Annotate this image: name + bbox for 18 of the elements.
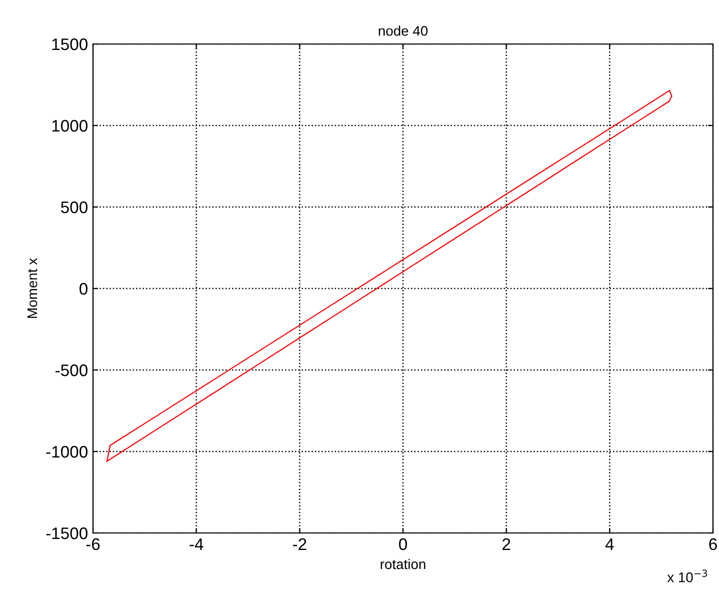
- x-tick-label: -6: [86, 538, 100, 550]
- y-tick-label: -500: [56, 364, 88, 376]
- x-tick-label: -4: [190, 538, 204, 550]
- y-tick-label: 1000: [52, 120, 88, 132]
- x-tick-label: 6: [709, 538, 717, 550]
- y-tick-label: 0: [80, 282, 88, 295]
- x-tick-label: 4: [605, 538, 614, 550]
- x-axis-title: rotation: [380, 558, 426, 570]
- x-tick-label: 0: [399, 538, 407, 550]
- y-tick-label: -1000: [46, 446, 88, 458]
- y-tick-label: -1500: [46, 527, 88, 540]
- y-axis-title: Moment x: [28, 258, 38, 318]
- y-tick-label: 500: [61, 201, 88, 214]
- chart-title: node 40: [378, 26, 428, 36]
- y-tick-label: 1500: [52, 38, 88, 50]
- x-tick-label: 2: [502, 538, 510, 550]
- x-tick-label: -2: [292, 538, 306, 550]
- text: x 10$^{−3}$: [667, 570, 708, 582]
